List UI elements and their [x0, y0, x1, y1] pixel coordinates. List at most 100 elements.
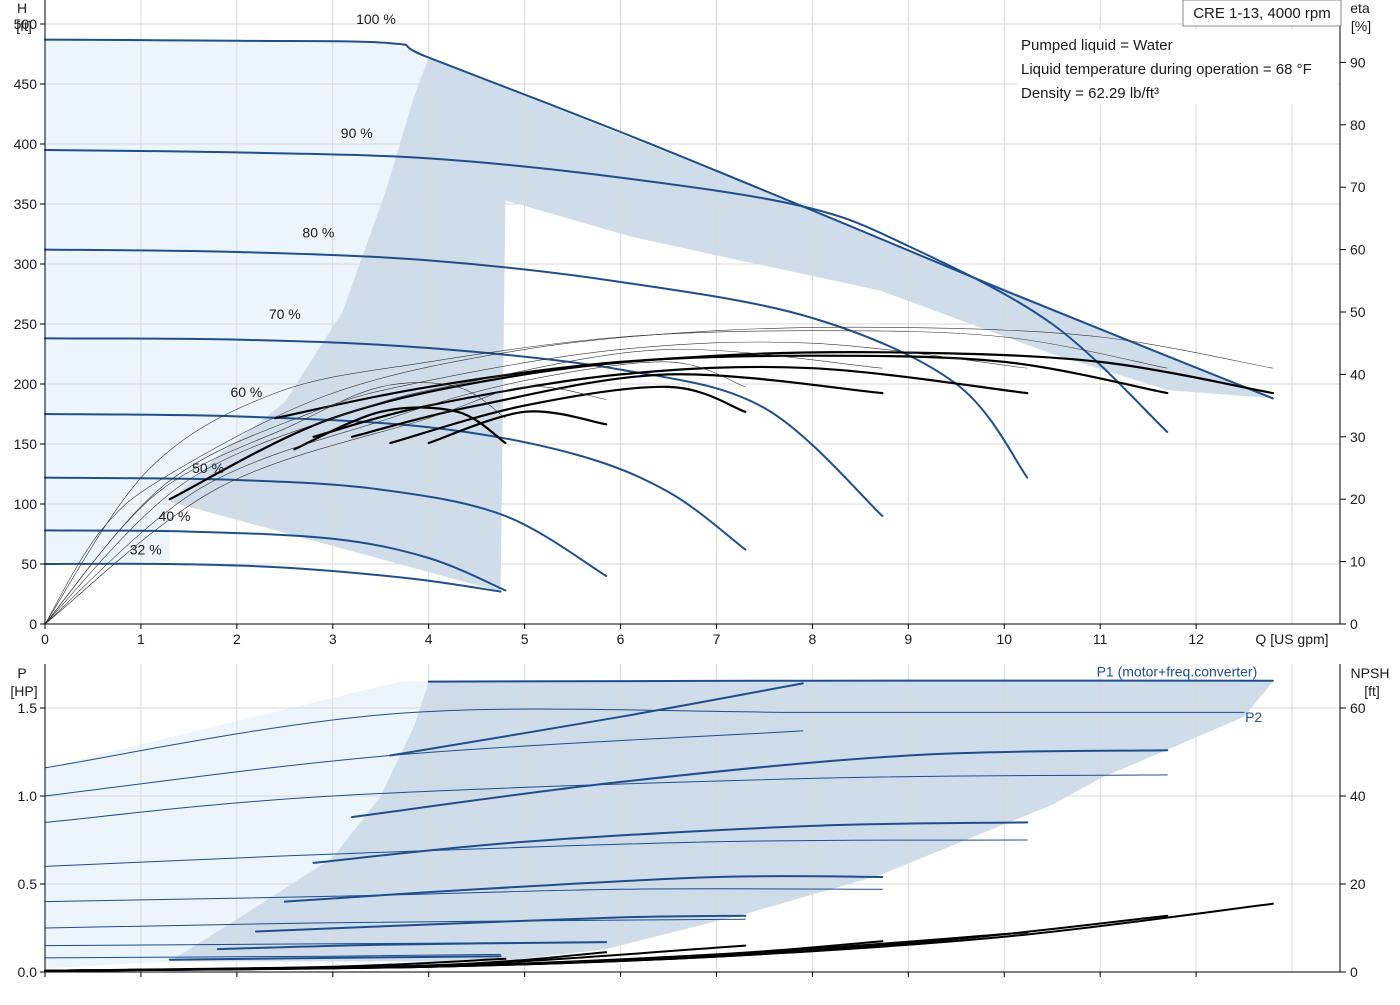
- speed-label-90: 90 %: [341, 125, 373, 141]
- x-tick-label: 10: [996, 631, 1012, 647]
- info-line-density: Density = 62.29 lb/ft³: [1021, 85, 1159, 102]
- x-tick-label: 1: [137, 631, 145, 647]
- npsh-axis-title: NPSH: [1351, 665, 1390, 681]
- curve-p2-70: [44, 839, 1028, 867]
- curve-32: [44, 562, 502, 593]
- guide-eta-50: [44, 386, 607, 625]
- curve-p1-60: [283, 875, 884, 903]
- curve-60: [44, 413, 747, 551]
- series-label-p2: P2: [1245, 709, 1262, 725]
- head-tick-labels: 0501001502002503003504004505000102030405…: [14, 16, 1366, 647]
- guide-eta-60: [44, 361, 746, 625]
- y2-tick-label: 40: [1350, 788, 1366, 804]
- y2-tick-label: 20: [1350, 491, 1366, 507]
- curve-50: [44, 476, 608, 577]
- y2-tick-label: 50: [1350, 304, 1366, 320]
- curve-p1-100: [427, 679, 1274, 683]
- power-npsh-curves: [44, 679, 1274, 972]
- curve-eta-70: [350, 373, 884, 438]
- y2-tick-label: 80: [1350, 117, 1366, 133]
- npsh-axis-unit: [ft]: [1364, 683, 1380, 699]
- curve-p1-70: [312, 821, 1029, 864]
- speed-label-80: 80 %: [302, 225, 334, 241]
- curve-eta-80: [312, 365, 1029, 438]
- speed-label-40: 40 %: [159, 508, 191, 524]
- curve-p2-100: [44, 708, 1245, 769]
- operating-envelope: [45, 39, 1273, 625]
- power-axes: [40, 664, 1346, 977]
- power-axis-title: P: [17, 665, 26, 681]
- y-tick-label: 1.5: [18, 700, 38, 716]
- curve-80: [44, 248, 1029, 479]
- flow-axis-title: Q [US gpm]: [1255, 631, 1328, 647]
- curve-p1-90: [389, 682, 804, 757]
- head-axes: [40, 0, 1346, 629]
- power-npsh-panel: 0.0 0.5 1.0 1.5 0 20 40 60 P1 (motor+freq.conve…: [18, 663, 1366, 980]
- curve-npsh-40: [44, 957, 507, 972]
- speed-label-60: 60 %: [230, 384, 262, 400]
- x-tick-label: 0: [41, 631, 49, 647]
- info-line-temperature: Liquid temperature during operation = 68…: [1021, 61, 1312, 78]
- eta-axis-unit: [%]: [1351, 18, 1371, 34]
- guide-eta-70: [44, 348, 883, 625]
- x-tick-label: 5: [521, 631, 529, 647]
- guide-eta-80: [44, 341, 1028, 625]
- x-tick-label: 3: [329, 631, 337, 647]
- curve-90: [44, 149, 1169, 433]
- y2-tick-label: 10: [1350, 554, 1366, 570]
- y-tick-label: 450: [14, 76, 38, 92]
- info-box-bg: [1017, 30, 1337, 104]
- curve-eta-60: [389, 385, 747, 445]
- guide-eta-40: [44, 382, 506, 625]
- curve-40: [44, 529, 507, 592]
- x-tick-label: 2: [233, 631, 241, 647]
- y-tick-label: 250: [14, 316, 38, 332]
- curve-p1-80: [351, 749, 1169, 819]
- guide-eta-90: [44, 330, 1168, 625]
- y2-tick-label: 70: [1350, 179, 1366, 195]
- curve-p1-32: [168, 955, 502, 961]
- y2-tick-label: 0: [1350, 616, 1358, 632]
- curve-eta-40: [293, 406, 507, 451]
- y-tick-label: 0.5: [18, 876, 38, 892]
- y-tick-label: 350: [14, 196, 38, 212]
- speed-label-100: 100 %: [356, 11, 396, 27]
- head-grid: [44, 0, 1340, 625]
- speed-label-50: 50 %: [192, 460, 224, 476]
- x-tick-label: 4: [425, 631, 433, 647]
- power-axis-unit: [HP]: [10, 683, 37, 699]
- curve-p2-32: [44, 953, 502, 959]
- power-tick-labels: 0.0 0.5 1.0 1.5 0 20 40 60: [18, 700, 1366, 980]
- curve-p2-90: [44, 730, 804, 797]
- head-efficiency-panel: 0501001502002503003504004505000102030405…: [14, 0, 1366, 647]
- y-tick-label: 1.0: [18, 788, 38, 804]
- y-tick-label: 200: [14, 376, 38, 392]
- y-tick-label: 500: [14, 16, 38, 32]
- info-line-liquid: Pumped liquid = Water: [1021, 37, 1173, 54]
- speed-label-32: 32 %: [130, 541, 162, 557]
- x-tick-label: 12: [1188, 631, 1204, 647]
- x-tick-label: 8: [809, 631, 817, 647]
- head-efficiency-curves: [44, 38, 1274, 625]
- x-tick-label: 11: [1093, 631, 1108, 647]
- guide-eta-100: [44, 326, 1273, 625]
- speed-labels: 100 % 90 % 80 % 70 % 60 % 50 % 40 % 32 %: [130, 11, 396, 557]
- curve-eta-50: [427, 410, 608, 445]
- curve-100: [44, 38, 1274, 400]
- curve-p2-50: [44, 918, 746, 929]
- x-tick-label: 6: [617, 631, 625, 647]
- y2-tick-label: 0: [1350, 964, 1358, 980]
- series-label-p1-motor-freq-converter: P1 (motor+freq.converter): [1097, 663, 1258, 679]
- y2-tick-label: 40: [1350, 366, 1366, 382]
- envelope-shaded: [169, 57, 1273, 592]
- y-tick-label: 50: [21, 556, 37, 572]
- y-tick-label: 400: [14, 136, 38, 152]
- x-tick-label: 9: [904, 631, 912, 647]
- model-label: CRE 1-13, 4000 rpm: [1193, 5, 1331, 22]
- eta-axis-title: eta: [1350, 0, 1370, 16]
- y2-tick-label: 90: [1350, 54, 1366, 70]
- curve-p2-60: [44, 888, 883, 903]
- head-axis-unit: [ft]: [16, 18, 32, 34]
